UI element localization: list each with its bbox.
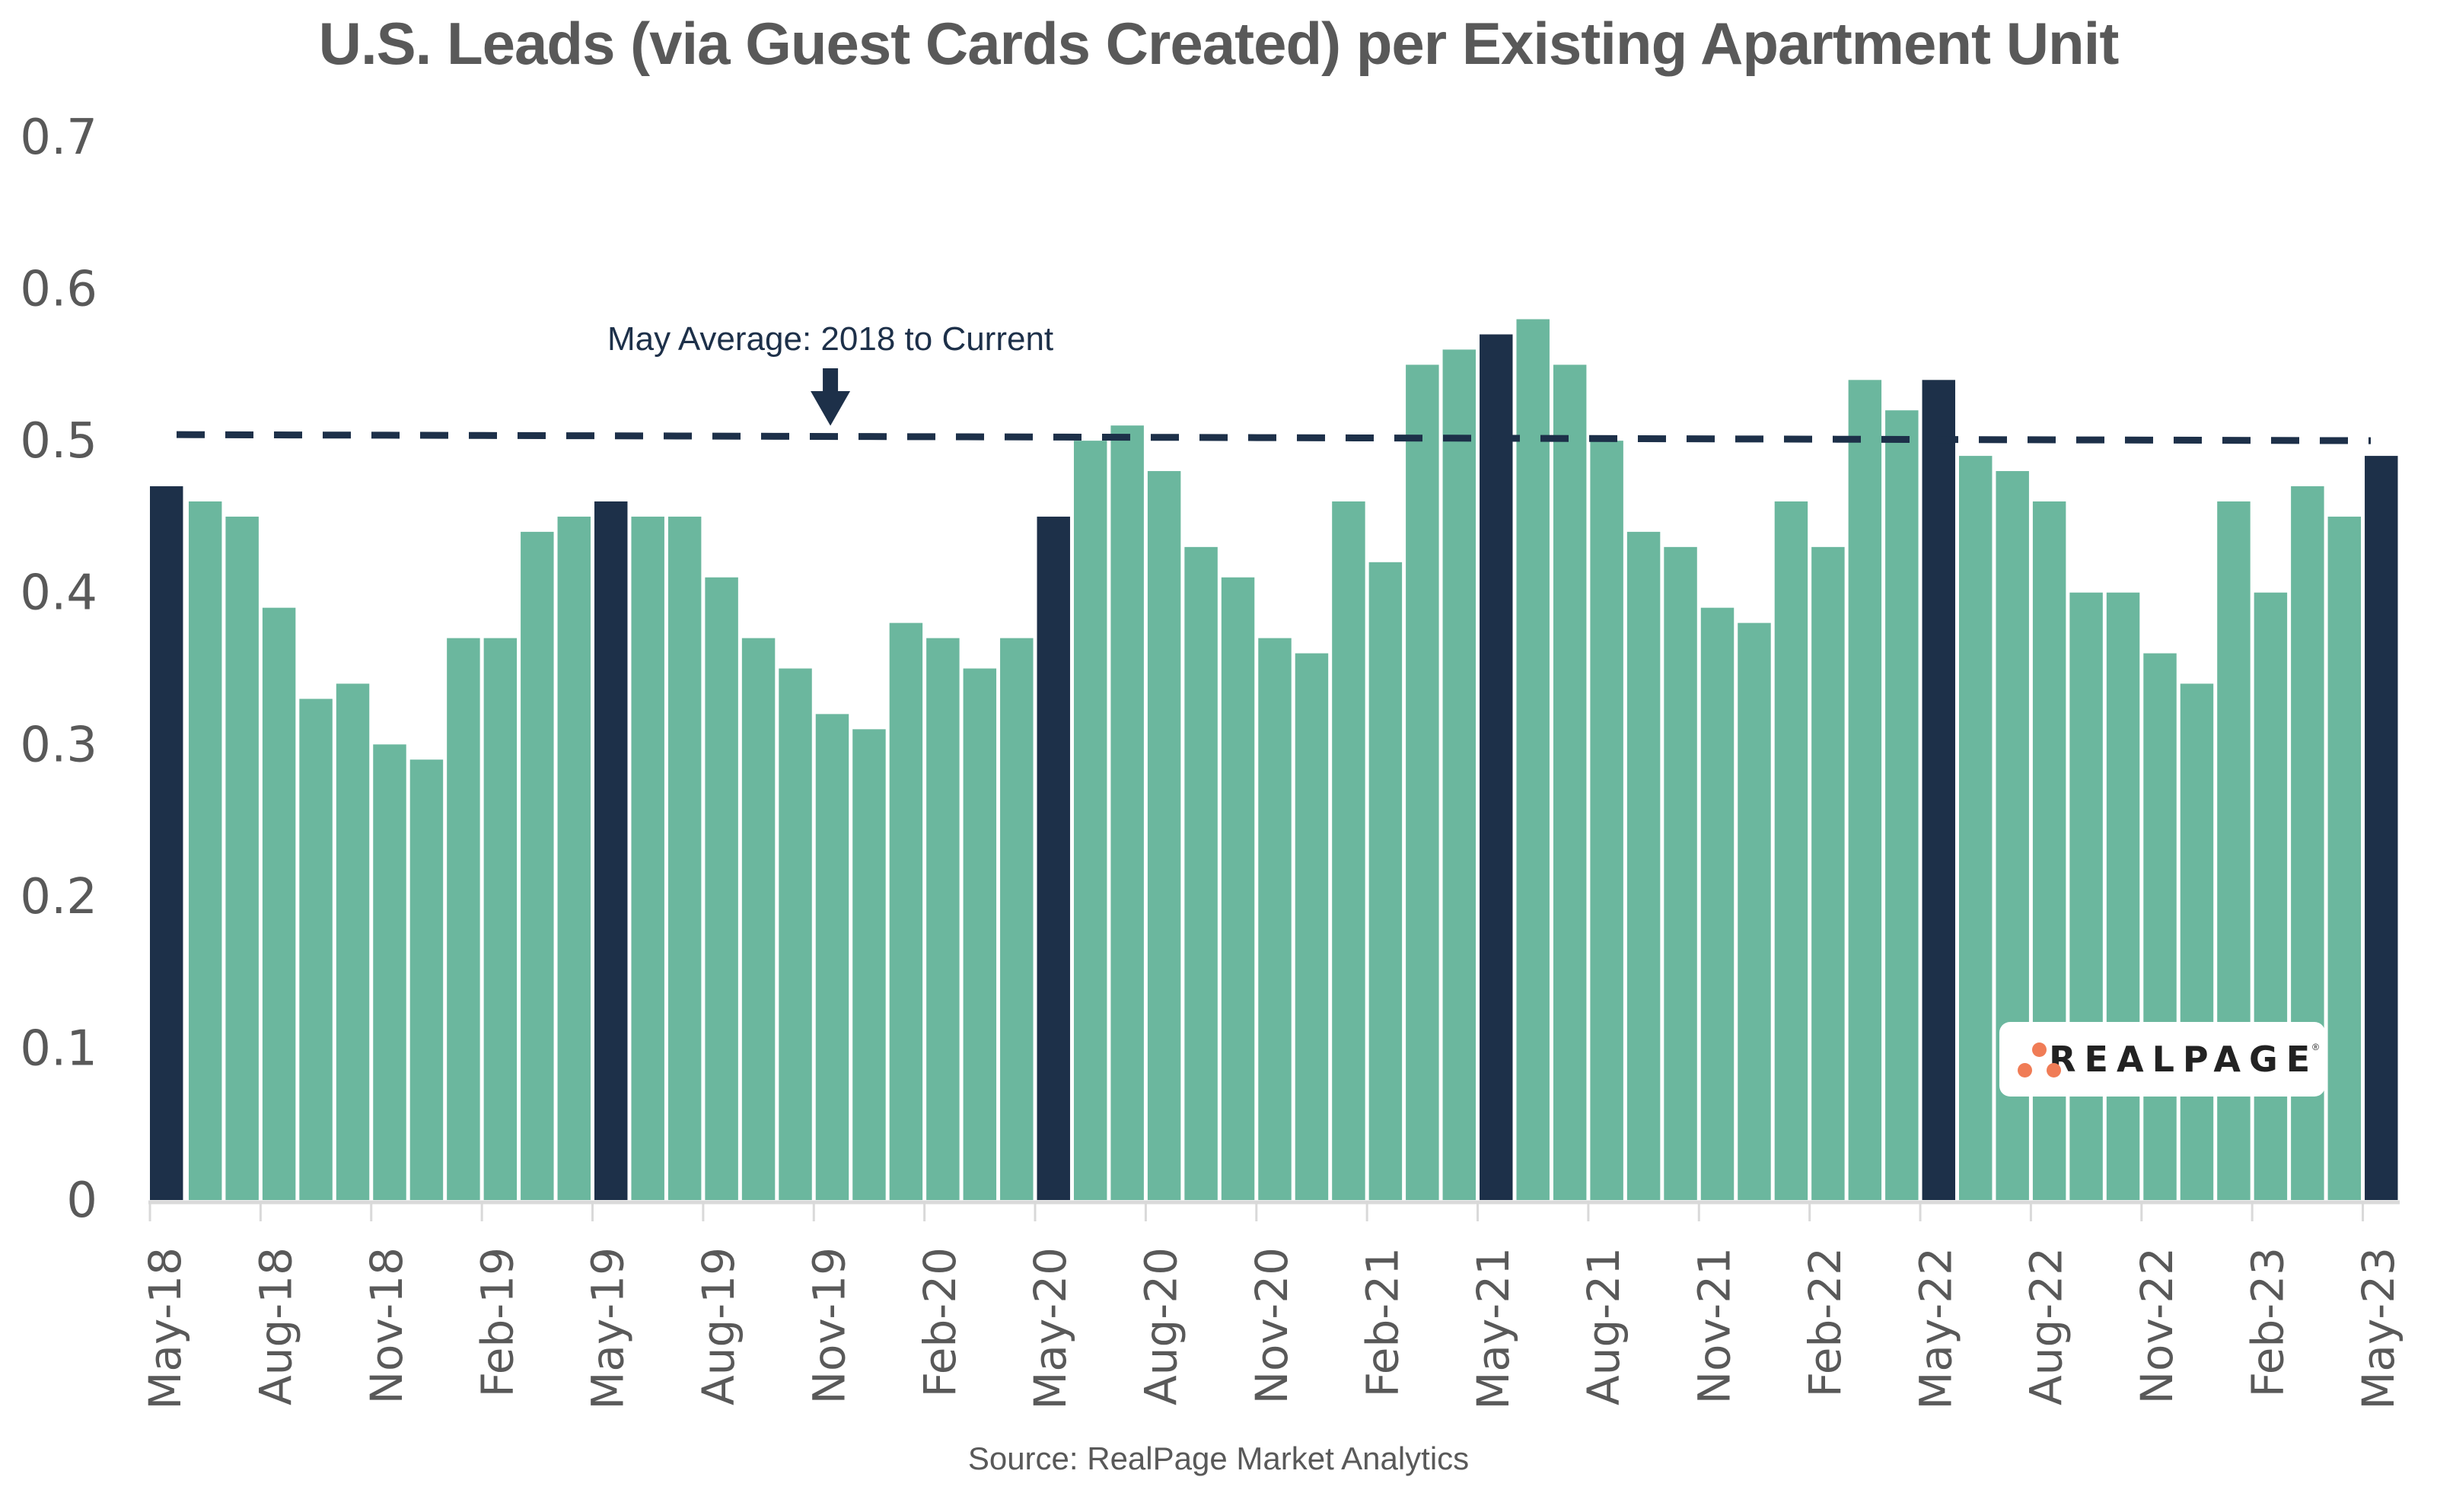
bar (1848, 380, 1882, 1200)
x-tick-label: Feb-19 (471, 1247, 523, 1397)
chart-title: U.S. Leads (via Guest Cards Created) per… (318, 10, 2120, 77)
logo-dots-icon (2016, 1036, 2061, 1082)
bar (705, 577, 738, 1200)
x-tick-label: Nov-21 (1689, 1247, 1741, 1404)
bar (1885, 410, 1919, 1201)
bar (852, 729, 886, 1200)
realpage-logo: REALPAGE ® (1999, 1022, 2325, 1097)
bar (2327, 516, 2362, 1200)
bar-highlighted (594, 501, 628, 1200)
bar (409, 759, 444, 1200)
x-tick-label: Aug-21 (1578, 1247, 1629, 1405)
bar-highlighted (2365, 456, 2398, 1200)
x-tick-label: Aug-19 (693, 1247, 744, 1405)
bar (1811, 546, 1845, 1200)
bar (1442, 349, 1477, 1200)
bar (889, 622, 923, 1200)
bar (741, 638, 776, 1200)
arrow-down-icon (811, 368, 851, 426)
y-axis: 0 0.1 0.2 0.3 0.4 0.5 0.6 0.7 (20, 110, 97, 1229)
bar (1332, 501, 1365, 1200)
x-tick-label: Feb-20 (914, 1247, 966, 1397)
bar (483, 638, 518, 1200)
bar (262, 607, 296, 1200)
x-tick-label: May-22 (1910, 1247, 1961, 1410)
bar (1958, 456, 1993, 1200)
bar (2069, 592, 2103, 1200)
x-tick-label: Aug-22 (2021, 1247, 2072, 1405)
bar (1110, 425, 1144, 1200)
bar (1184, 546, 1218, 1200)
x-tick-label: Feb-21 (1356, 1247, 1408, 1397)
x-tick-label: Nov-18 (361, 1247, 413, 1404)
bar (1147, 471, 1181, 1200)
bar (1406, 364, 1439, 1200)
bar (1221, 577, 1255, 1200)
bar (1000, 638, 1034, 1200)
bar (1700, 607, 1735, 1200)
bar (1553, 364, 1587, 1200)
x-tick-label: May-21 (1467, 1247, 1519, 1410)
bar (1368, 562, 1403, 1200)
bar-highlighted (1480, 334, 1513, 1200)
y-tick-label: 0 (66, 1173, 97, 1229)
bar (1738, 622, 1771, 1200)
bar (1073, 441, 1107, 1200)
x-tick-label: Aug-20 (1136, 1247, 1187, 1405)
y-tick-label: 0.2 (20, 869, 97, 925)
x-tick-label: Nov-22 (2131, 1247, 2183, 1404)
x-axis: May-18 Aug-18 Nov-18 Feb-19 May-19 Aug-19 Nov-… (139, 1202, 2404, 1410)
bar (1774, 501, 1808, 1200)
x-tick-label: Nov-19 (803, 1247, 855, 1404)
bar (557, 516, 591, 1200)
x-tick-label: Nov-20 (1246, 1247, 1298, 1404)
y-tick-label: 0.1 (20, 1020, 97, 1077)
bar-highlighted (150, 486, 183, 1200)
logo-wordmark: REALPAGE (2049, 1039, 2319, 1080)
bar (336, 683, 370, 1200)
bar (1626, 531, 1661, 1200)
x-tick-label: May-19 (582, 1247, 634, 1410)
y-tick-label: 0.6 (20, 262, 97, 318)
bar (373, 744, 406, 1200)
bar (1516, 319, 1550, 1200)
x-tick-label: Feb-22 (1799, 1247, 1851, 1397)
bar (1295, 653, 1329, 1200)
bar (2254, 592, 2288, 1200)
bar (225, 516, 259, 1200)
bar (2106, 592, 2140, 1200)
bar (926, 638, 960, 1200)
bar (1590, 441, 1623, 1200)
x-tick-label: May-20 (1024, 1247, 1076, 1410)
bar-highlighted (1922, 380, 1955, 1200)
x-tick-label: Aug-18 (250, 1247, 302, 1405)
bar (2180, 683, 2214, 1200)
bar (2143, 653, 2177, 1200)
x-tick-label: May-23 (2353, 1247, 2404, 1410)
bar (631, 516, 664, 1200)
source-note: Source: RealPage Market Analytics (967, 1440, 1470, 1476)
reference-line-annotation: May Average: 2018 to Current (607, 320, 1053, 358)
bar (1258, 638, 1292, 1200)
x-tick-label: May-18 (139, 1247, 191, 1410)
bar (779, 668, 812, 1200)
bar (299, 699, 333, 1200)
bar (667, 516, 702, 1200)
bar (521, 531, 554, 1200)
bar (1664, 546, 1697, 1200)
bar (963, 668, 997, 1200)
y-tick-label: 0.3 (20, 717, 97, 773)
y-tick-label: 0.5 (20, 413, 97, 470)
registered-mark: ® (2312, 1042, 2319, 1052)
y-tick-label: 0.7 (20, 110, 97, 166)
x-tick-label: Feb-23 (2241, 1247, 2293, 1397)
bar (815, 714, 849, 1200)
bar (447, 638, 480, 1200)
bar-highlighted (1037, 516, 1070, 1200)
y-tick-label: 0.4 (20, 565, 97, 622)
may-average-reference-line (176, 431, 2372, 444)
bar (188, 501, 222, 1200)
